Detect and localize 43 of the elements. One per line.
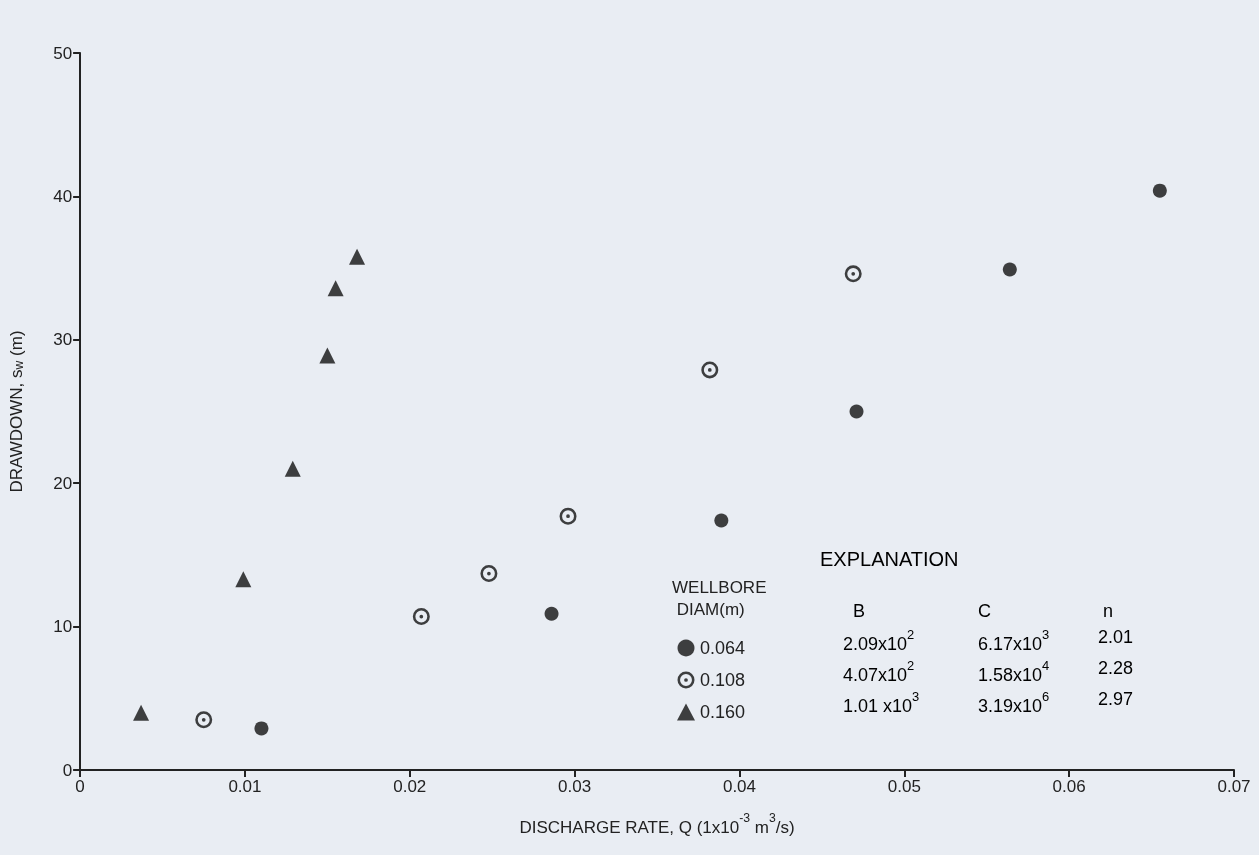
point [254, 721, 269, 736]
legend-label: 0.108 [700, 670, 746, 690]
point [349, 248, 366, 265]
x-tick-label: 0.06 [1052, 777, 1086, 796]
point [284, 460, 301, 477]
point [327, 280, 344, 297]
y-tick-label: 40 [53, 186, 73, 206]
x-tick-label: 0.04 [722, 777, 757, 796]
point [480, 565, 498, 583]
y-tick-label: 20 [53, 473, 73, 493]
legend-title: WELLBORE DIAM(m) [672, 577, 767, 619]
annotation: B [853, 601, 866, 621]
annotation: n [1103, 601, 1114, 621]
point [849, 404, 864, 419]
point [235, 571, 252, 588]
annotation: C [978, 601, 991, 621]
point [319, 347, 336, 364]
y-tick-label: 30 [53, 330, 73, 350]
point [133, 704, 150, 721]
point [714, 513, 729, 528]
point [559, 507, 577, 525]
x-tick-label: 0.01 [228, 777, 262, 796]
x-tick-label: 0.07 [1217, 777, 1251, 796]
point [844, 265, 862, 283]
y-tick-label: 50 [53, 43, 73, 63]
y-tick-label: 10 [53, 617, 73, 637]
annotation: 2.97 [1098, 689, 1134, 709]
legend-label: 0.064 [700, 638, 746, 658]
point [701, 361, 719, 379]
x-tick-label: 0.05 [887, 777, 921, 796]
x-tick-label: 0.02 [393, 777, 427, 796]
x-tick-label: 0 [75, 777, 85, 796]
x-tick-label: 0.03 [558, 777, 592, 796]
legend-label: 0.160 [700, 702, 746, 722]
point [195, 711, 213, 729]
annotation: 2.01 [1098, 627, 1134, 647]
point [544, 606, 559, 621]
annotation: 2.28 [1098, 658, 1134, 678]
y-tick-label: 0 [62, 760, 73, 780]
point [1152, 183, 1167, 198]
point [412, 608, 430, 626]
annotation: EXPLANATION [820, 548, 959, 570]
point [1002, 262, 1017, 277]
